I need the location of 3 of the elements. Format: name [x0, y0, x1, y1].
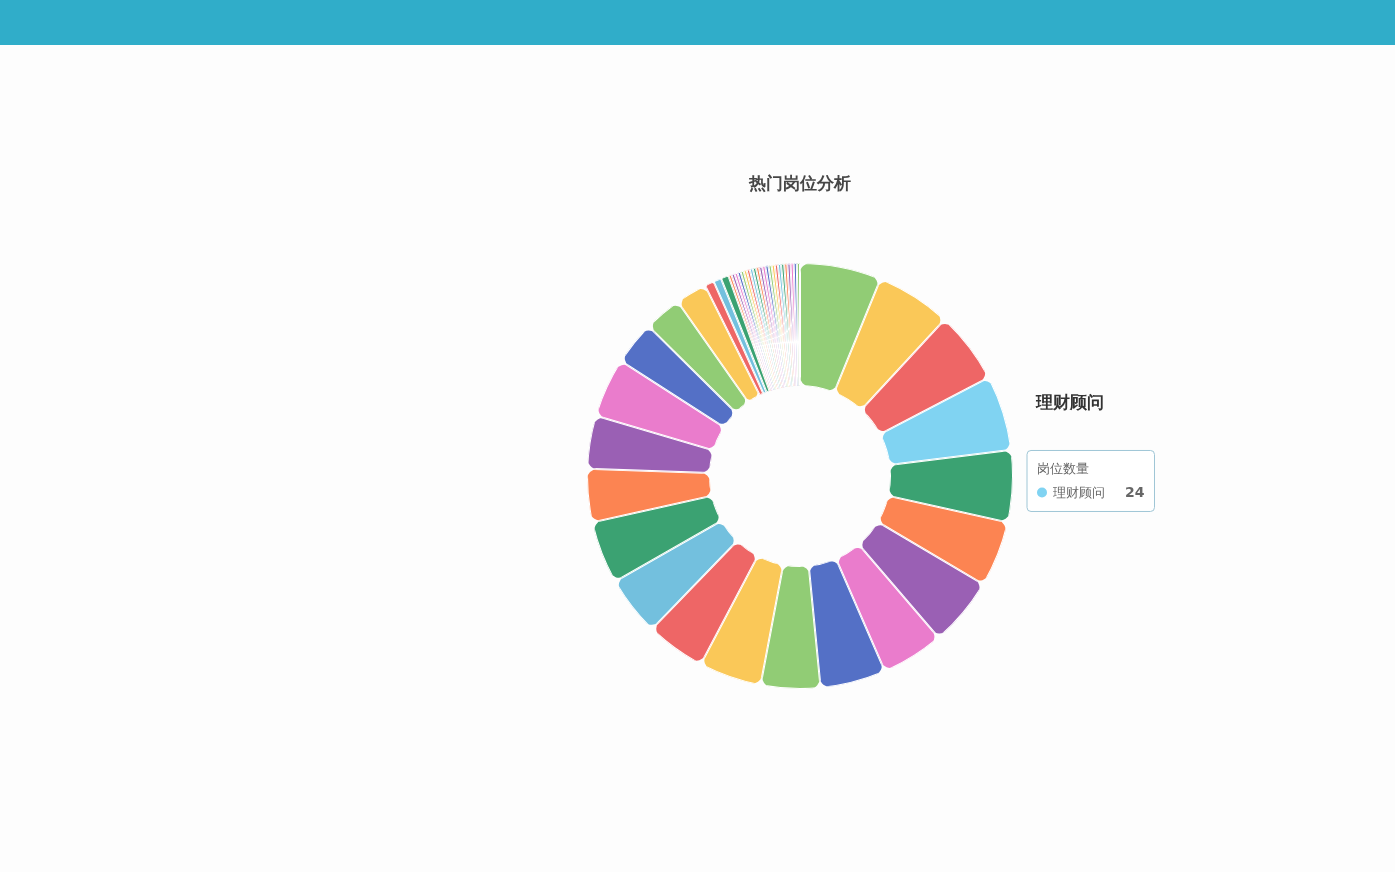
annotation: 岗位数量	[1037, 461, 1089, 477]
title: 热门岗位分析	[749, 173, 851, 193]
tooltip-category: 理财顾问	[1053, 485, 1105, 501]
